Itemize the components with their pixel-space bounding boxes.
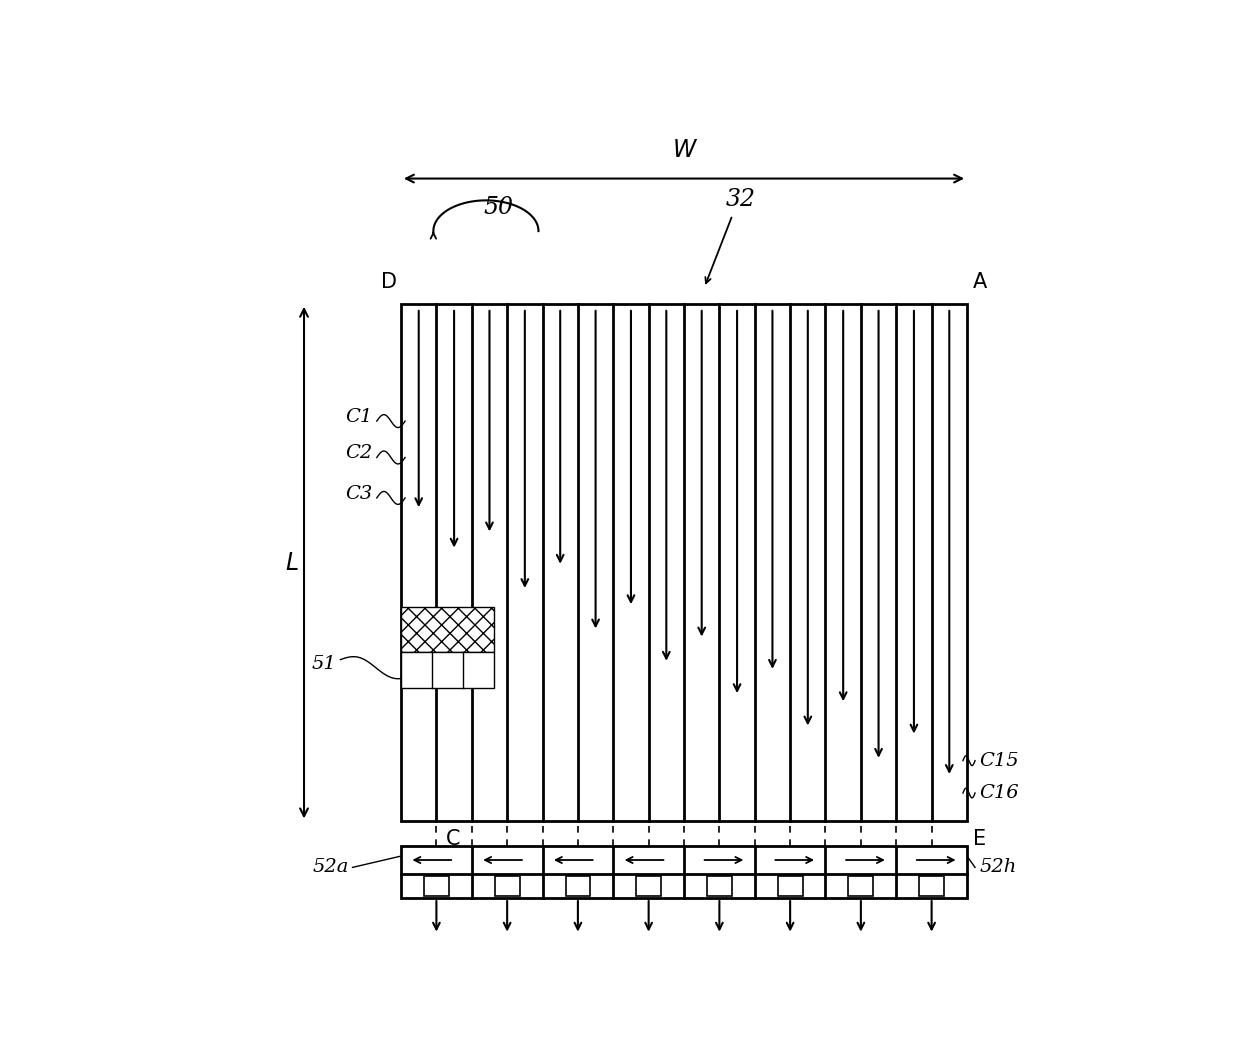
Text: C2: C2 — [346, 444, 373, 462]
Text: C16: C16 — [980, 784, 1019, 802]
Text: 50: 50 — [484, 196, 513, 219]
Text: C3: C3 — [346, 485, 373, 503]
Bar — [636, 876, 661, 896]
Bar — [424, 876, 449, 896]
Bar — [401, 303, 967, 821]
Bar — [565, 876, 590, 896]
Text: C1: C1 — [346, 408, 373, 426]
Bar — [495, 876, 520, 896]
Bar — [401, 607, 494, 651]
Text: W: W — [672, 139, 696, 163]
Text: D: D — [381, 272, 397, 292]
Bar — [777, 876, 802, 896]
Bar — [401, 651, 494, 688]
Text: L: L — [285, 550, 299, 574]
Text: 51: 51 — [311, 654, 336, 673]
Text: A: A — [972, 272, 987, 292]
Text: E: E — [972, 830, 986, 849]
Bar — [919, 876, 944, 896]
Text: 32: 32 — [725, 188, 755, 211]
Text: C15: C15 — [980, 752, 1019, 770]
Bar — [707, 876, 732, 896]
Text: 52h: 52h — [980, 859, 1017, 877]
Text: C: C — [445, 830, 460, 849]
Bar — [401, 845, 967, 898]
Text: 52a: 52a — [312, 859, 348, 877]
Bar — [848, 876, 873, 896]
